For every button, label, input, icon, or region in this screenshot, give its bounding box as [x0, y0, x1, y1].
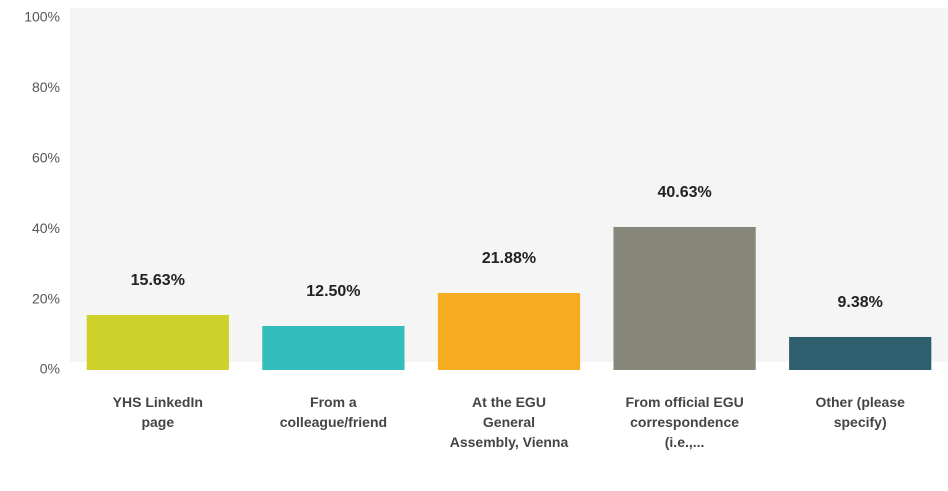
data-label: 15.63% [131, 272, 185, 289]
y-tick-label: 40% [32, 220, 60, 236]
y-tick-label: 60% [32, 150, 60, 166]
bar [86, 314, 229, 370]
y-tick-label: 20% [32, 290, 60, 306]
data-label: 12.50% [306, 283, 360, 300]
x-tick-label: Other (please specify) [815, 394, 905, 430]
data-label: 21.88% [482, 250, 536, 267]
data-label: 40.63% [657, 184, 711, 201]
x-tick-label: At the EGU General Assembly, Vienna [449, 394, 569, 450]
bar [789, 336, 932, 370]
x-tick-label: From a colleague/friend [279, 394, 388, 430]
bar [437, 292, 581, 370]
y-tick-label: 0% [40, 361, 60, 377]
bar [613, 226, 756, 370]
data-label: 9.38% [838, 294, 883, 311]
y-tick-label: 100% [24, 9, 60, 25]
x-tick-label: YHS LinkedIn page [112, 394, 203, 430]
x-tick-label: From official EGU correspondence (i.e.,.… [625, 394, 744, 450]
bar [262, 326, 405, 370]
y-tick-label: 80% [32, 79, 60, 95]
